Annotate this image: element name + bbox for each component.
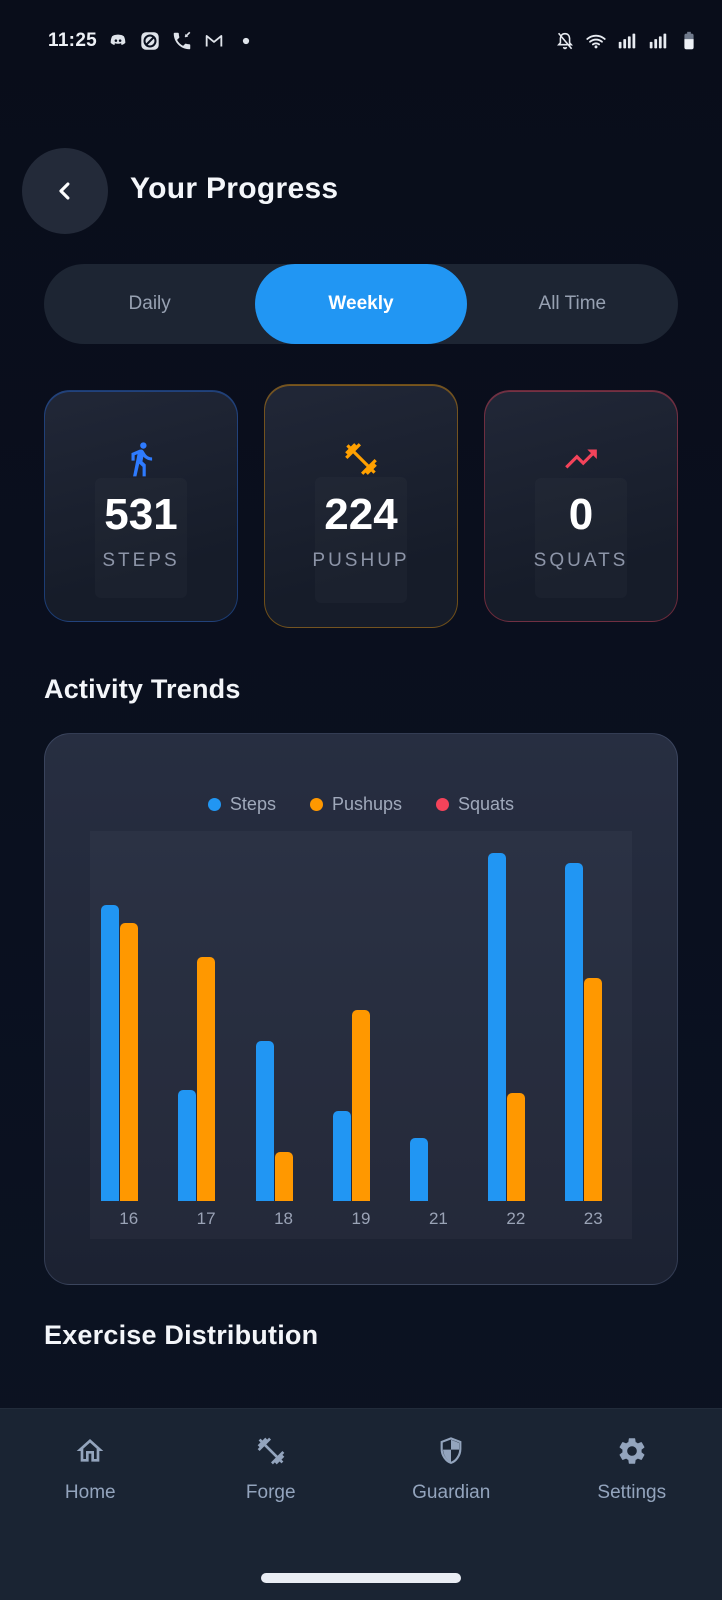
steps-stat-card: 531 STEPS	[44, 390, 238, 622]
nav-item-guardian[interactable]: Guardian	[361, 1435, 542, 1504]
nav-label-forge: Forge	[245, 1482, 296, 1503]
x-axis-label: 21	[428, 1209, 448, 1228]
pushups-bar	[584, 978, 603, 1201]
trending-up-icon	[565, 449, 597, 469]
nav-label-home: Home	[64, 1482, 116, 1503]
pushups-bar	[274, 1152, 293, 1201]
chart-bars	[90, 831, 632, 1201]
squats-value: 0	[568, 490, 594, 539]
walking-person-icon	[131, 442, 153, 477]
battery-icon	[684, 31, 694, 50]
tab-weekly[interactable]: Weekly	[255, 264, 467, 344]
pushups-value: 224	[324, 490, 398, 539]
cell-signal-icon	[649, 33, 667, 49]
chart-legend: Steps Pushups Squats	[45, 794, 677, 815]
dumbbell-icon	[345, 443, 377, 475]
bar-group-23	[555, 831, 632, 1201]
app-icon	[141, 32, 159, 50]
legend-item-squats[interactable]: Squats	[436, 794, 514, 815]
steps-bar	[565, 863, 584, 1201]
x-axis-label: 23	[583, 1209, 603, 1228]
steps-legend-dot	[207, 798, 221, 811]
pushups-bar	[197, 957, 216, 1201]
chevron-left-icon	[59, 182, 70, 200]
gesture-bar[interactable]	[261, 1573, 461, 1583]
dumbbell-icon	[257, 1437, 285, 1465]
activity-trends-chart-card: Steps Pushups Squats 16 17 18 19 21 22 23	[44, 733, 678, 1285]
activity-trends-heading: Activity Trends	[44, 674, 241, 704]
clock: 11:25	[48, 30, 98, 51]
x-axis-label: 18	[274, 1209, 294, 1228]
page-title: Your Progress	[130, 172, 339, 205]
pushups-legend-dot	[309, 798, 323, 811]
tab-all-time[interactable]: All Time	[538, 293, 607, 314]
x-axis-label: 17	[196, 1209, 216, 1228]
nav-item-home[interactable]: Home	[0, 1435, 181, 1504]
steps-label: STEPS	[102, 550, 180, 571]
squats-legend-label: Squats	[458, 794, 515, 814]
wifi-icon	[586, 34, 606, 49]
steps-bar	[100, 905, 119, 1201]
steps-bar	[487, 853, 506, 1201]
pushups-bar	[351, 1010, 370, 1201]
steps-bar	[255, 1041, 274, 1201]
bar-group-21	[400, 831, 477, 1201]
exercise-distribution-heading: Exercise Distribution	[44, 1320, 319, 1350]
squats-label: SQUATS	[533, 550, 629, 571]
squats-legend-dot	[436, 798, 450, 811]
bar-group-17	[167, 831, 244, 1201]
chart-x-axis: 16 17 18 19 21 22 23	[90, 1201, 632, 1239]
steps-bar	[332, 1111, 351, 1201]
pushups-legend-label: Pushups	[331, 794, 403, 814]
pushups-stat-card: 224 PUSHUP	[264, 384, 458, 628]
discord-icon	[110, 34, 126, 45]
nav-label-settings: Settings	[597, 1482, 667, 1503]
steps-bar	[410, 1138, 429, 1201]
x-axis-label: 22	[506, 1209, 526, 1228]
nav-item-forge[interactable]: Forge	[181, 1435, 362, 1504]
pushups-bar	[119, 923, 138, 1201]
squats-stat-card: 0 SQUATS	[484, 390, 678, 622]
steps-value: 531	[104, 490, 178, 539]
gmail-icon	[205, 35, 223, 47]
notifications-off-icon	[557, 32, 573, 50]
pushups-bar	[506, 1093, 525, 1201]
legend-item-pushups[interactable]: Pushups	[309, 794, 403, 815]
bar-group-19	[322, 831, 399, 1201]
x-axis-label: 16	[119, 1209, 139, 1228]
back-button[interactable]	[22, 148, 108, 234]
bar-group-18	[245, 831, 322, 1201]
tab-daily[interactable]: Daily	[128, 293, 171, 314]
shield-icon	[440, 1437, 462, 1464]
stats-row: 531 STEPS 224 PUSHUP 0 SQUATS	[44, 384, 678, 636]
nav-label-guardian: Guardian	[412, 1482, 491, 1503]
bar-group-16	[90, 831, 167, 1201]
bar-group-22	[477, 831, 554, 1201]
bottom-nav: Home Forge Guardian Settings	[0, 1408, 722, 1600]
home-icon	[76, 1439, 104, 1462]
steps-bar	[178, 1090, 197, 1201]
overflow-dot	[242, 37, 250, 45]
steps-legend-label: Steps	[229, 794, 276, 814]
missed-call-icon	[173, 31, 191, 50]
time-range-tabs: Daily Weekly All Time	[44, 264, 678, 344]
pushups-label: PUSHUP	[312, 550, 410, 571]
status-bar: 11:25	[0, 0, 722, 66]
x-axis-label: 19	[351, 1209, 371, 1228]
gear-icon	[619, 1438, 645, 1464]
chart-plot-area: 16 17 18 19 21 22 23	[90, 831, 632, 1239]
legend-item-steps[interactable]: Steps	[207, 794, 276, 815]
nav-item-settings[interactable]: Settings	[542, 1435, 722, 1504]
cell-signal-icon	[618, 33, 636, 49]
